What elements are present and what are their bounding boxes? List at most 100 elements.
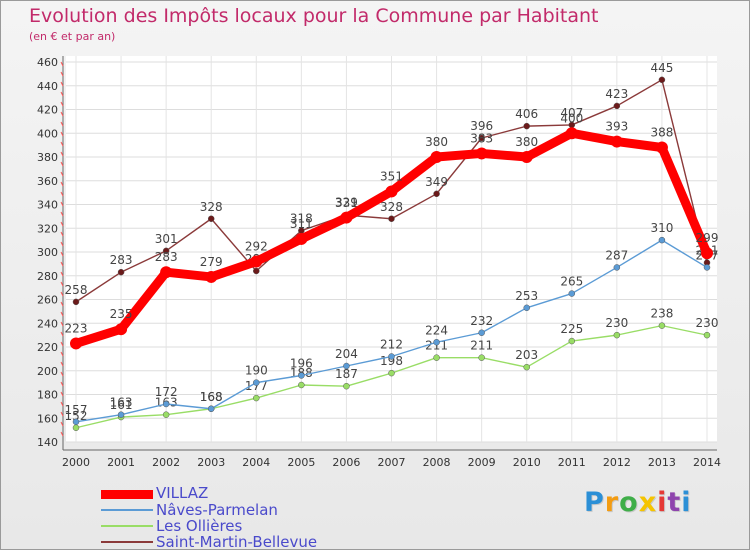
axis-marker	[60, 191, 64, 197]
data-point	[388, 353, 395, 360]
data-label: 329	[335, 196, 358, 210]
axis-marker	[60, 91, 64, 97]
data-label: 211	[470, 339, 493, 353]
legend-swatch-saint-martin-bellevue	[101, 541, 153, 543]
data-point	[340, 211, 353, 224]
axis-marker	[60, 361, 64, 367]
data-label: 406	[515, 107, 538, 121]
axis-marker	[60, 111, 64, 117]
data-point	[520, 151, 533, 163]
data-point	[703, 331, 711, 339]
logo-letter: x	[638, 487, 658, 518]
data-label: 287	[605, 248, 628, 262]
data-point	[433, 339, 440, 346]
y-tick-label: 200	[37, 365, 58, 378]
axis-marker	[60, 171, 64, 177]
data-label: 235	[110, 307, 133, 321]
y-tick-label: 280	[37, 270, 58, 283]
y-tick-label: 260	[37, 294, 58, 307]
axis-marker	[60, 81, 64, 87]
logo-letter: r	[604, 487, 620, 518]
data-point	[430, 151, 443, 163]
axis-marker	[60, 281, 64, 287]
x-tick-label: 2001	[107, 456, 135, 469]
y-tick-label: 320	[37, 222, 58, 235]
legend-swatch-villaz	[101, 490, 153, 499]
data-label: 283	[155, 250, 178, 264]
axis-marker	[60, 381, 64, 387]
axis-marker	[60, 391, 64, 397]
data-label: 318	[290, 212, 313, 226]
data-point	[72, 424, 80, 431]
y-tick-label: 180	[37, 389, 58, 402]
data-point	[433, 354, 440, 361]
data-label: 445	[650, 61, 673, 75]
data-point	[568, 290, 576, 297]
data-point	[162, 247, 170, 255]
axis-marker	[60, 121, 64, 127]
data-point	[703, 264, 711, 271]
data-point	[613, 102, 621, 110]
x-tick-label: 2002	[152, 456, 180, 469]
data-point	[250, 255, 263, 268]
y-tick-label: 300	[37, 246, 58, 259]
data-label: 407	[560, 106, 583, 120]
data-point	[613, 331, 621, 339]
data-point	[658, 76, 666, 84]
data-point	[343, 382, 350, 390]
data-point	[162, 400, 170, 408]
y-tick-label: 140	[37, 436, 58, 449]
x-tick-label: 2003	[197, 456, 225, 469]
data-label: 203	[515, 348, 538, 362]
data-point	[701, 247, 713, 260]
y-tick-label: 420	[37, 104, 58, 117]
y-tick-label: 460	[37, 56, 58, 69]
data-label: 253	[515, 289, 538, 303]
x-tick-label: 2010	[513, 456, 541, 469]
data-label: 224	[425, 323, 448, 337]
data-point	[523, 122, 530, 130]
axis-marker	[60, 161, 64, 167]
data-label: 292	[245, 240, 268, 254]
data-point	[117, 411, 125, 418]
data-label: 380	[425, 135, 448, 149]
logo-letter: t	[667, 487, 682, 518]
logo-letter: P	[584, 487, 605, 518]
y-tick-label: 160	[37, 412, 58, 425]
x-tick-label: 2007	[378, 456, 406, 469]
legend-label-villaz: VILLAZ	[156, 484, 209, 502]
data-label: 163	[110, 396, 133, 410]
chart-title: Evolution des Impôts locaux pour la Comm…	[29, 5, 599, 27]
data-label: 177	[245, 379, 268, 393]
axis-marker	[60, 341, 64, 347]
data-label: 211	[425, 339, 448, 353]
data-point	[298, 381, 305, 389]
data-label: 238	[650, 307, 673, 321]
data-label: 168	[200, 390, 223, 404]
data-label: 187	[335, 367, 358, 381]
axis-marker	[60, 71, 64, 77]
x-tick-label: 2004	[242, 456, 270, 469]
axis-marker	[60, 411, 64, 417]
x-tick-label: 2014	[693, 456, 721, 469]
data-label: 310	[650, 221, 673, 235]
data-point	[478, 134, 485, 142]
data-label: 232	[470, 314, 493, 328]
y-tick-label: 240	[37, 317, 58, 330]
x-tick-label: 2009	[468, 456, 496, 469]
logo-letter: i	[657, 487, 668, 518]
x-tick-label: 2013	[648, 456, 676, 469]
data-label: 230	[696, 316, 719, 330]
data-label: 301	[155, 232, 178, 246]
axis-marker	[60, 371, 64, 377]
data-label: 190	[245, 364, 268, 378]
data-label: 212	[380, 338, 403, 352]
axis-marker	[60, 221, 64, 227]
axis-marker	[60, 131, 64, 137]
data-point	[478, 354, 485, 361]
data-point	[568, 337, 576, 345]
data-label: 204	[335, 347, 358, 361]
data-label: 380	[515, 135, 538, 149]
